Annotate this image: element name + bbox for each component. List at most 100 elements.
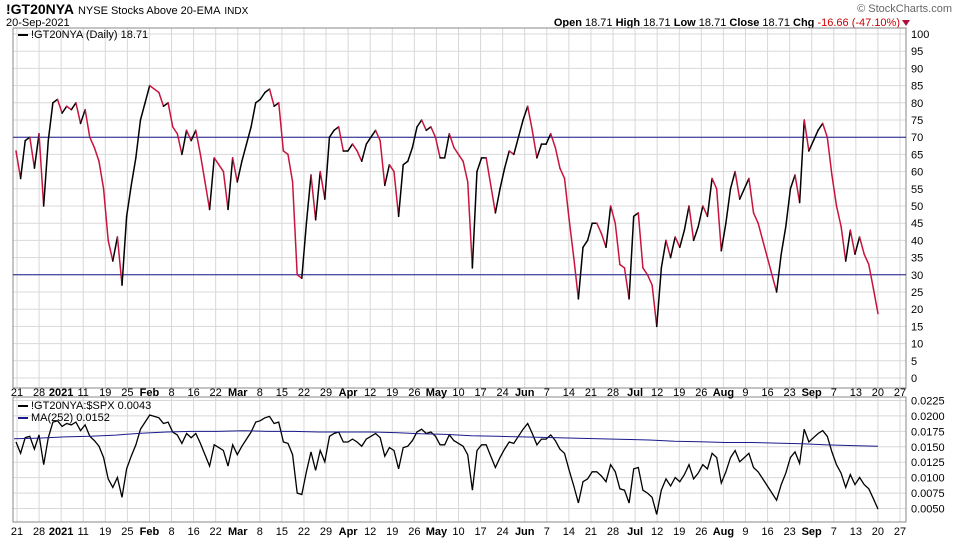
main-series-segment <box>273 102 280 107</box>
main-series-segment <box>328 129 335 138</box>
y-tick-label: 95 <box>911 46 923 58</box>
main-legend-swatch <box>18 34 28 37</box>
main-series-segment <box>623 267 630 300</box>
x-tick-label: 28 <box>33 526 45 538</box>
main-series-segment <box>365 136 372 145</box>
main-series-segment <box>596 222 603 235</box>
x-tick-label: 12 <box>651 387 663 399</box>
x-tick-label: 26 <box>408 526 420 538</box>
y-tick-label: 0.0225 <box>911 396 945 408</box>
main-series-segment <box>683 205 690 231</box>
main-series-segment <box>102 188 109 242</box>
ma-series-line <box>13 430 879 447</box>
main-series-segment <box>98 160 105 190</box>
main-series-segment <box>503 150 510 169</box>
x-tick-label: 13 <box>850 526 862 538</box>
main-series-segment <box>29 136 36 169</box>
main-series-segment <box>56 98 63 114</box>
ratio-legend-swatch <box>18 405 28 408</box>
main-series-segment <box>254 98 262 104</box>
main-series-segment <box>738 188 746 200</box>
x-tick-label: Sep <box>802 387 822 399</box>
main-series-segment <box>296 274 303 279</box>
main-series-segment <box>868 263 875 290</box>
open-label: Open <box>553 17 582 29</box>
main-series-segment <box>130 157 137 187</box>
main-series-segment <box>849 229 856 255</box>
x-tick-label: Jun <box>515 526 535 538</box>
main-series-segment <box>351 143 358 152</box>
main-series-segment <box>785 188 792 228</box>
x-tick-label: 28 <box>607 387 619 399</box>
main-series-segment <box>379 139 386 187</box>
main-legend-text: !GT20NYA (Daily) 18.71 <box>31 29 149 41</box>
y-tick-label: 90 <box>911 63 923 75</box>
main-series-segment <box>858 236 865 255</box>
ratio-legend: !GT20NYA:$SPX 0.0043 <box>18 400 151 412</box>
main-series-segment <box>669 236 676 259</box>
main-series-segment <box>388 163 395 173</box>
x-tick-label: 26 <box>408 387 420 399</box>
main-series-segment <box>476 157 483 173</box>
x-tick-label: Aug <box>713 387 734 399</box>
ratio-legend-text: !GT20NYA:$SPX 0.0043 <box>31 400 152 412</box>
main-series-segment <box>218 163 225 173</box>
x-tick-label: May <box>426 526 448 538</box>
main-series-segment <box>771 274 778 293</box>
x-tick-label: 16 <box>761 387 773 399</box>
x-tick-label: Apr <box>339 526 359 538</box>
main-series-segment <box>600 232 607 249</box>
x-tick-label: Aug <box>713 526 734 538</box>
main-series-segment <box>628 215 635 300</box>
high-label: High <box>615 17 641 29</box>
x-tick-label: 29 <box>320 387 332 399</box>
y-tick-label: 0.0200 <box>911 411 945 423</box>
main-series-segment <box>794 174 801 204</box>
x-tick-label: Jul <box>627 387 643 399</box>
x-tick-label: Jun <box>515 387 535 399</box>
x-tick-label: 17 <box>474 387 486 399</box>
main-series-segment <box>213 157 220 166</box>
main-series-segment <box>374 129 381 142</box>
close-value: 18.71 <box>762 17 790 29</box>
main-series-segment <box>573 256 580 300</box>
main-series-segment <box>563 177 570 221</box>
y-tick-label: 85 <box>911 81 923 93</box>
main-series-segment <box>702 205 709 218</box>
main-series-segment <box>517 119 524 138</box>
main-series-segment <box>752 212 759 224</box>
main-series-segment <box>466 181 474 269</box>
main-legend: !GT20NYA (Daily) 18.71 <box>18 29 148 41</box>
main-series-segment <box>582 239 589 249</box>
x-tick-label: 8 <box>168 526 174 538</box>
x-tick-label: 16 <box>761 526 773 538</box>
close-label: Close <box>729 17 760 29</box>
main-series-segment <box>499 167 506 190</box>
main-series-segment <box>660 239 667 269</box>
main-series-segment <box>310 174 317 221</box>
main-series-segment <box>513 136 520 156</box>
main-series-segment <box>107 239 114 262</box>
main-series-segment <box>314 170 321 221</box>
ma-legend-swatch <box>18 417 28 420</box>
main-series-segment <box>65 105 73 111</box>
main-series-segment <box>706 177 713 218</box>
main-series-segment <box>144 84 151 104</box>
main-series-segment <box>84 108 91 138</box>
y-tick-label: 65 <box>911 149 923 161</box>
y-tick-label: 75 <box>911 115 923 127</box>
main-series-segment <box>148 84 156 90</box>
y-tick-label: 30 <box>911 270 923 282</box>
main-series-segment <box>508 150 515 156</box>
x-tick-label: 20 <box>872 387 884 399</box>
x-tick-label: 22 <box>298 387 310 399</box>
ratio-series-line <box>15 414 879 515</box>
main-series-segment <box>204 181 211 211</box>
main-series-segment <box>453 146 460 156</box>
y-tick-label: 0.0175 <box>911 426 945 438</box>
x-tick-label: 12 <box>364 526 376 538</box>
stockcharts-logo[interactable]: © StockCharts.com <box>857 3 952 15</box>
main-series-segment <box>831 174 838 207</box>
x-tick-label: Apr <box>339 387 359 399</box>
main-series-segment <box>305 174 312 224</box>
